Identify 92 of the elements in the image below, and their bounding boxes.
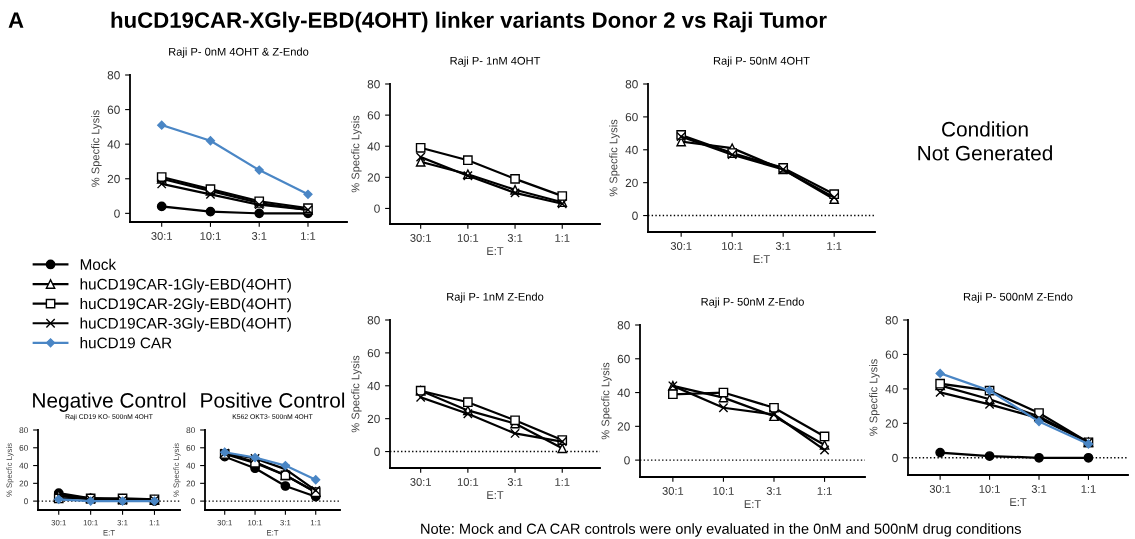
x-tick-label: 1:1 bbox=[827, 242, 842, 250]
y-tick-label: 0 bbox=[892, 453, 898, 463]
chart-title: Raji P- 1nM 4OHT bbox=[450, 56, 541, 67]
x-tick-label: 1:1 bbox=[555, 234, 570, 242]
x-tick-label: 30:1 bbox=[410, 478, 431, 486]
x-tick-label: 10:1 bbox=[979, 485, 1000, 493]
y-axis-title: % Specfic Lysis bbox=[869, 359, 880, 436]
x-tick-label: 30:1 bbox=[410, 234, 431, 242]
x-tick-label: 1:1 bbox=[1081, 485, 1096, 493]
y-tick-label: 60 bbox=[367, 348, 380, 358]
y-tick-label: 80 bbox=[625, 80, 638, 89]
y-tick-label: 40 bbox=[186, 462, 195, 469]
x-tick-label: 3:1 bbox=[766, 487, 782, 495]
text: Condition Not Generated bbox=[918, 121, 1052, 161]
x-tick-label: 3:1 bbox=[1031, 485, 1047, 493]
x-tick-label: 10:1 bbox=[713, 487, 734, 495]
x-tick-label: 3:1 bbox=[507, 234, 523, 242]
y-tick-label: 60 bbox=[186, 445, 195, 451]
y-axis-title: % Specfic Lysis bbox=[351, 355, 362, 433]
y-tick-label: 40 bbox=[107, 140, 120, 149]
x-axis-title: E:T bbox=[744, 500, 761, 508]
y-tick-label: 80 bbox=[107, 71, 120, 80]
y-tick-label: 20 bbox=[625, 178, 638, 188]
x-tick-label: 30:1 bbox=[670, 242, 692, 250]
legend-label: huCD19CAR-3Gly-EBD(4OHT) bbox=[80, 317, 291, 332]
x-tick-label: 10:1 bbox=[457, 234, 479, 242]
y-tick-label: 80 bbox=[367, 80, 380, 89]
y-tick-label: 0 bbox=[374, 447, 380, 456]
y-tick-label: 20 bbox=[186, 480, 195, 487]
x-tick-label: 30:1 bbox=[151, 232, 172, 240]
chart-title: Raji P- 50nM 4OHT bbox=[713, 56, 810, 67]
x-axis-title: E:T bbox=[1010, 498, 1027, 506]
y-tick-label: 40 bbox=[367, 381, 380, 391]
x-tick-label: 10:1 bbox=[722, 242, 743, 250]
y-axis-title: % Specfic Lysis bbox=[351, 115, 362, 193]
legend-label: huCD19 CAR bbox=[80, 337, 172, 349]
y-tick-label: 0 bbox=[24, 498, 28, 505]
y-tick-label: 40 bbox=[617, 388, 630, 397]
x-tick-label: 3:1 bbox=[775, 242, 791, 250]
x-tick-label: 30:1 bbox=[662, 487, 684, 495]
y-tick-label: 20 bbox=[617, 422, 630, 431]
y-axis-title: % Specfic Lysis bbox=[601, 362, 612, 440]
y-tick-label: 40 bbox=[625, 145, 638, 155]
legend-label: huCD19CAR-2Gly-EBD(4OHT) bbox=[80, 297, 291, 313]
y-tick-label: 40 bbox=[367, 142, 380, 151]
text: A bbox=[8, 12, 24, 28]
y-axis-title: % Specfic Lysis bbox=[91, 110, 102, 187]
y-tick-label: 80 bbox=[19, 427, 28, 434]
chart-title: Raji P- 1nM Z-Endo bbox=[447, 292, 544, 303]
x-tick-label: 10:1 bbox=[200, 232, 221, 240]
y-tick-label: 60 bbox=[617, 354, 630, 364]
y-tick-label: 60 bbox=[107, 105, 120, 114]
y-tick-label: 60 bbox=[19, 445, 28, 451]
chart-title: Negative Control bbox=[33, 392, 186, 412]
y-tick-label: 20 bbox=[19, 480, 28, 487]
y-tick-label: 80 bbox=[885, 316, 898, 325]
x-axis-title: E:T bbox=[487, 491, 504, 499]
y-axis-title: % Specfic Lysis bbox=[609, 119, 620, 197]
x-tick-label: 1:1 bbox=[817, 487, 832, 495]
chart-title: Raji P- 500nM Z-Endo bbox=[963, 292, 1073, 303]
chart-title: Raji P- 50nM Z-Endo bbox=[701, 297, 804, 308]
y-tick-label: 60 bbox=[625, 112, 638, 122]
y-tick-label: 0 bbox=[374, 204, 380, 213]
x-axis-title: E:T bbox=[753, 255, 770, 263]
y-tick-label: 20 bbox=[367, 173, 380, 182]
x-tick-label: 10:1 bbox=[457, 478, 479, 486]
x-axis-title: E:T bbox=[487, 247, 504, 255]
y-tick-label: 0 bbox=[114, 209, 120, 218]
chart-title: Raji P- 0nM 4OHT & Z-Endo bbox=[169, 47, 309, 58]
y-tick-label: 0 bbox=[191, 498, 195, 505]
text: Note: Mock and CA CAR controls were only evaluated in the 0nM and 500nM drug conditions bbox=[421, 523, 1021, 537]
legend-label: huCD19CAR-1Gly-EBD(4OHT) bbox=[80, 278, 291, 293]
y-tick-label: 20 bbox=[885, 419, 898, 428]
legend-label: Mock bbox=[80, 258, 117, 270]
y-tick-label: 20 bbox=[107, 174, 120, 184]
y-tick-label: 80 bbox=[367, 316, 380, 325]
x-tick-label: 3:1 bbox=[251, 232, 267, 240]
x-tick-label: 1:1 bbox=[555, 478, 570, 486]
text: huCD19CAR-XGly-EBD(4OHT) linker variants Donor 2 vs Raji Tumor bbox=[111, 11, 827, 33]
x-tick-label: 1:1 bbox=[301, 232, 316, 240]
y-tick-label: 40 bbox=[19, 462, 28, 469]
y-tick-label: 80 bbox=[617, 321, 630, 330]
y-tick-label: 60 bbox=[885, 350, 898, 359]
y-tick-label: 40 bbox=[885, 384, 898, 394]
y-tick-label: 80 bbox=[186, 427, 195, 434]
y-tick-label: 0 bbox=[624, 456, 630, 465]
y-tick-label: 60 bbox=[367, 111, 380, 120]
chart-title: Positive Control bbox=[201, 392, 345, 408]
y-tick-label: 20 bbox=[367, 414, 380, 424]
x-tick-label: 3:1 bbox=[507, 478, 523, 486]
x-tick-label: 30:1 bbox=[929, 485, 951, 493]
y-tick-label: 0 bbox=[632, 211, 638, 220]
